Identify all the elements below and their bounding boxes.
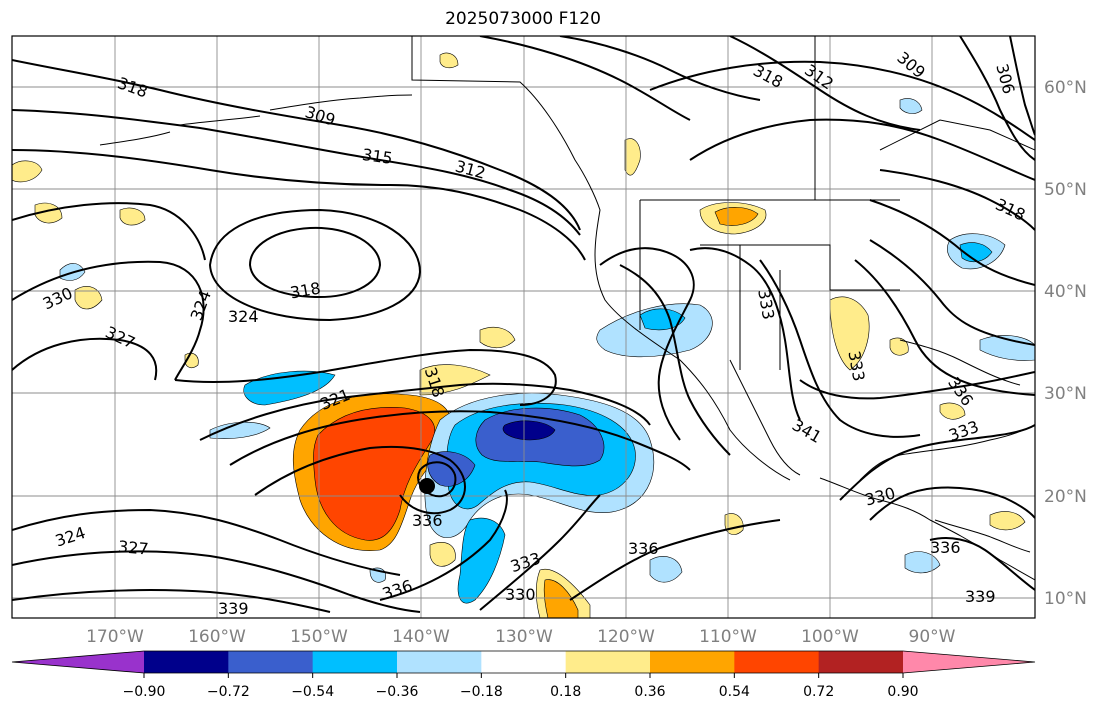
colorbar-segment (144, 651, 229, 673)
colorbar-tick-label: 0.54 (719, 684, 750, 700)
colorbar-extend-min (12, 651, 144, 673)
contour-label: 327 (117, 537, 149, 559)
lon-label-150w: 150°W (290, 627, 348, 647)
lon-label-140w: 140°W (392, 627, 450, 647)
map-content: 318 309 315 312 318 312 309 306 318 318 … (12, 36, 1035, 618)
colorbar-segment (481, 651, 567, 673)
lat-label-60n: 60°N (1044, 78, 1087, 98)
map-frame (11, 35, 1036, 619)
contour-label: 336 (930, 538, 961, 557)
colorbar-segment (650, 651, 735, 673)
colorbar-tick-label: 0.36 (634, 684, 665, 700)
colorbar-tick-label: −0.72 (207, 684, 250, 700)
lat-label-20n: 20°N (1044, 487, 1087, 507)
coastlines-and-borders (99, 36, 1035, 581)
colorbar-segment (228, 651, 314, 673)
lon-label-130w: 130°W (495, 627, 553, 647)
theta-e-contours (12, 36, 1035, 613)
lat-label-50n: 50°N (1044, 180, 1087, 200)
colorbar-tick-label: 0.18 (550, 684, 581, 700)
colorbar-tick-label: −0.18 (460, 684, 503, 700)
colorbar-tick-label: 0.90 (887, 684, 918, 700)
colorbar-tick-label: −0.36 (376, 684, 419, 700)
lon-label-170w: 170°W (86, 627, 144, 647)
lat-label-40n: 40°N (1044, 282, 1087, 302)
contour-label: 339 (965, 587, 996, 606)
map-title: 2025073000 F120 (445, 9, 601, 29)
colorbar-tick-label: −0.54 (291, 684, 334, 700)
colorbar-tick-label: 0.72 (803, 684, 834, 700)
colorbar-segment (397, 651, 482, 673)
lon-label-90w: 90°W (909, 627, 956, 647)
colorbar-segment (565, 651, 651, 673)
colorbar-extend-max (903, 651, 1035, 673)
colorbar-segment (312, 651, 398, 673)
contour-label: 336 (412, 511, 443, 530)
lon-label-160w: 160°W (188, 627, 246, 647)
longitude-axis-labels: 170°W 160°W 150°W 140°W 130°W 120°W 110°… (86, 627, 956, 647)
contour-label: 336 (628, 539, 659, 558)
latitude-axis-labels: 60°N 50°N 40°N 30°N 20°N 10°N (1044, 78, 1087, 609)
contour-label: 339 (218, 599, 249, 618)
colorbar-segment (818, 651, 904, 673)
contour-label: 330 (505, 585, 536, 604)
lat-lon-grid (12, 36, 1035, 618)
lon-label-120w: 120°W (597, 627, 655, 647)
colorbar-segment (734, 651, 820, 673)
colorbar-tick-label: −0.90 (123, 684, 166, 700)
lat-label-30n: 30°N (1044, 384, 1087, 404)
lon-label-100w: 100°W (801, 627, 859, 647)
colorbar: −0.90 −0.72 −0.54 −0.36 −0.18 0.18 0.36 0.54 0.7… (11, 650, 1036, 700)
lon-label-110w: 110°W (699, 627, 757, 647)
contour-label: 324 (228, 307, 259, 326)
storm-center-marker (419, 478, 435, 494)
contour-label: 315 (361, 145, 394, 168)
lat-label-10n: 10°N (1044, 589, 1087, 609)
